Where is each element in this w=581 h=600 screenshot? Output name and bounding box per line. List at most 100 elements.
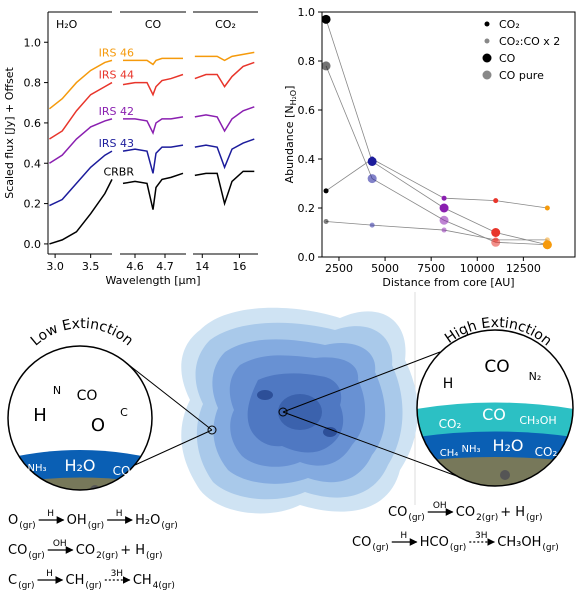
- series-label: CRBR: [103, 165, 134, 178]
- arrow-label: 3H: [475, 531, 488, 541]
- gas-species: CO: [77, 388, 98, 404]
- spectrum: [194, 106, 255, 133]
- species-sub: (gr): [542, 543, 558, 553]
- zoom-point: [278, 407, 288, 417]
- y-tick-label: 0.8: [24, 77, 42, 90]
- gas-species: C: [120, 406, 128, 419]
- species-sub: (gr): [18, 581, 34, 591]
- spectrum: [122, 172, 184, 210]
- ice-species: CH₄: [7, 467, 26, 478]
- species-sub: (gr): [146, 551, 162, 561]
- gas-species: O: [91, 415, 105, 436]
- species: CO: [76, 543, 95, 558]
- arrow-label: H: [116, 509, 123, 519]
- cloud: [181, 307, 418, 514]
- species-sub: (gr): [88, 521, 104, 531]
- arrow-label: OH: [433, 501, 447, 511]
- point: [321, 61, 331, 71]
- y-tick-label: 0.8: [298, 55, 316, 68]
- plot-frame: [321, 11, 576, 258]
- x-tick-label: 5000: [371, 262, 399, 275]
- legend-marker: [484, 21, 490, 27]
- spectrum: [123, 57, 183, 66]
- x-tick-label: 4.6: [126, 260, 144, 273]
- species-sub: (gr): [450, 543, 466, 553]
- x-tick-label: 7500: [417, 262, 445, 275]
- gas-species: N: [53, 384, 61, 397]
- x-tick-label: 10000: [460, 262, 495, 275]
- spectrum: [194, 61, 255, 88]
- x-tick-label: 2500: [325, 262, 353, 275]
- species-sub: (gr): [408, 513, 424, 523]
- spectrum: [49, 118, 113, 164]
- ice-species: H₂O: [64, 456, 95, 475]
- species: OH: [67, 513, 87, 528]
- legend-label: CO: [499, 52, 516, 65]
- ice-species: NH₃: [461, 444, 480, 455]
- species-sub: 2(gr): [96, 551, 118, 561]
- y-tick-label: 0.2: [24, 198, 42, 211]
- x-axis-label: Wavelength [μm]: [105, 274, 200, 287]
- species-sub: (gr): [161, 521, 177, 531]
- species: CO: [8, 543, 27, 558]
- legend-label: CO₂: [499, 18, 520, 31]
- ice-species: CO₂: [113, 464, 136, 478]
- point: [493, 198, 499, 204]
- series-line: [325, 65, 548, 246]
- y-axis-label-end: ]: [283, 86, 296, 90]
- legend-label: CO pure: [499, 69, 544, 82]
- species: O: [8, 513, 18, 528]
- species: CH₃OH: [497, 535, 541, 550]
- arrow-label: OH: [53, 539, 67, 549]
- series-label: IRS 42: [99, 105, 134, 118]
- panel-title: H₂O: [56, 18, 78, 31]
- legend-label: CO₂:CO x 2: [499, 35, 560, 48]
- species: H₂O: [135, 513, 160, 528]
- species: + H: [120, 543, 145, 558]
- arrow-label: H: [46, 569, 53, 579]
- zoom-point: [207, 425, 217, 435]
- gas-species: H: [443, 376, 454, 392]
- spectrum: [122, 144, 184, 174]
- y-tick-label: 0.6: [24, 117, 42, 130]
- spectrum: [48, 59, 113, 110]
- panel-title: CO₂: [215, 18, 236, 31]
- species-sub: 2(gr): [476, 513, 498, 523]
- arrow-label: H: [400, 531, 407, 541]
- x-tick-label: 3.0: [46, 260, 64, 273]
- ice-species: NH₃: [27, 463, 46, 474]
- spectrum: [122, 73, 184, 97]
- spectrum: [194, 170, 255, 207]
- species: CO: [388, 505, 407, 520]
- x-tick-label: 3.5: [82, 260, 100, 273]
- point: [367, 156, 377, 166]
- point: [441, 227, 447, 233]
- y-tick-label: 0.0: [24, 238, 42, 251]
- point: [321, 14, 331, 24]
- y-axis-label-text: Abundance [N: [283, 105, 296, 183]
- arrow-label: H: [47, 509, 54, 519]
- species: CH: [66, 573, 85, 588]
- low-extinction-circle: [7, 345, 153, 491]
- species: + H: [500, 505, 525, 520]
- high-extinction-circle: [416, 329, 574, 487]
- series-label: IRS 46: [99, 46, 134, 59]
- species-sub: (gr): [526, 513, 542, 523]
- point: [439, 203, 449, 213]
- species-sub: (gr): [19, 521, 35, 531]
- species-sub: (gr): [372, 543, 388, 553]
- gas-species: H: [33, 405, 47, 426]
- zoom-line: [282, 351, 441, 413]
- x-axis-label: Distance from core [AU]: [382, 276, 514, 289]
- y-axis-label-sub: H₂O: [289, 90, 298, 106]
- species-sub: 4(gr): [153, 581, 175, 591]
- panel-title: CO: [145, 18, 162, 31]
- legend-marker: [482, 53, 492, 63]
- species: HCO: [420, 535, 449, 550]
- point: [323, 218, 329, 224]
- y-tick-label: 0.4: [24, 157, 42, 170]
- ice-species: CH₃OH: [519, 414, 556, 427]
- species: CH: [133, 573, 152, 588]
- legend-marker: [484, 38, 490, 44]
